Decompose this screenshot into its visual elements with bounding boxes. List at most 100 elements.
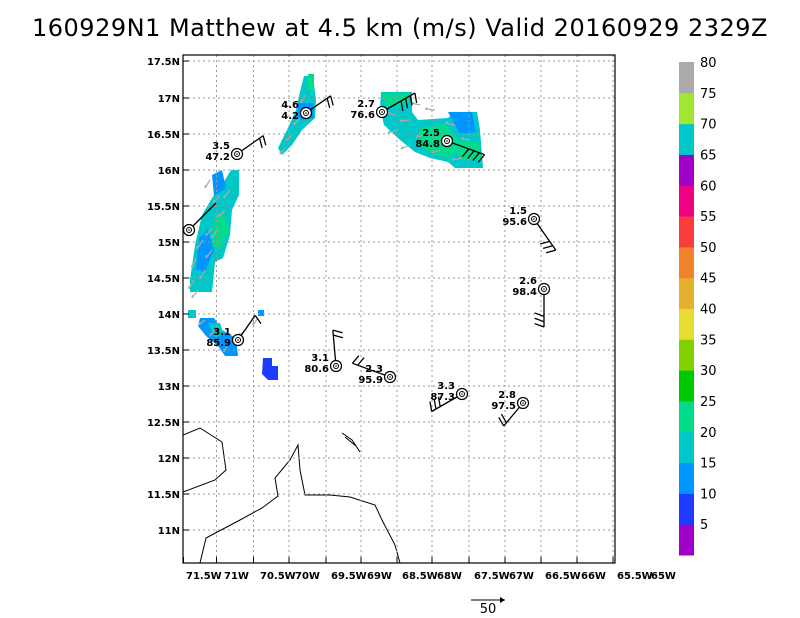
wind-barbs: [188, 92, 557, 427]
longitude-tick-labels: 71.5W 71W 70.5W 70W 69.5W 69W 68.5W 68W 67.5W 67W…: [186, 571, 676, 582]
obs-top-value: 2.3: [365, 364, 383, 375]
colorbar-label: 25: [700, 395, 717, 410]
lat-tick-label: 13N: [158, 382, 180, 393]
observation-point: 2.776.6: [350, 99, 389, 121]
colorbar-label: 40: [700, 303, 717, 318]
colorbar-label: 50: [700, 241, 717, 256]
lon-tick-label: 66.5W: [545, 571, 581, 582]
obs-top-value: 2.8: [498, 390, 516, 401]
observation-point: 2.584.8: [415, 128, 454, 150]
colorbar-label: 30: [700, 364, 717, 379]
colorbar-swatch: [679, 185, 694, 217]
colorbar-label: 65: [700, 148, 717, 163]
lat-tick-label: 17N: [158, 94, 180, 105]
lat-tick-label: 16.5N: [147, 130, 180, 141]
map-title: 160929N1 Matthew at 4.5 km (m/s) Valid 2…: [32, 14, 768, 42]
colorbar-swatch: [679, 92, 694, 125]
obs-bottom-value: 80.6: [304, 364, 329, 375]
obs-bottom-value: 87.3: [430, 392, 455, 403]
colorbar-swatch: [679, 400, 694, 433]
observation-point: 3.185.9: [206, 327, 245, 349]
observation-point: 3.547.2: [205, 141, 244, 163]
lat-tick-label: 16N: [158, 166, 180, 177]
observation-point: 2.897.5: [491, 390, 530, 412]
lat-tick-label: 14.5N: [147, 274, 180, 285]
colorbar-swatch: [679, 246, 694, 279]
colorbar-label: 80: [700, 56, 717, 71]
observation-point: 4.64.2: [281, 100, 313, 122]
obs-top-value: 2.7: [357, 99, 375, 110]
obs-top-value: 2.6: [519, 276, 537, 287]
lon-tick-label: 65W: [651, 571, 676, 582]
observation-point: 2.698.4: [512, 276, 551, 298]
observation-point: 2.395.9: [358, 364, 397, 386]
obs-bottom-value: 4.2: [281, 111, 299, 122]
obs-bottom-value: 97.5: [491, 401, 516, 412]
wind-vectors: [188, 94, 471, 353]
lat-tick-label: 14N: [158, 310, 180, 321]
lon-tick-label: 66W: [581, 571, 606, 582]
lat-tick-label: 13.5N: [147, 346, 180, 357]
observation-point: 1.595.6: [502, 206, 541, 228]
lon-tick-label: 71.5W: [186, 571, 222, 582]
obs-bottom-value: 47.2: [205, 152, 230, 163]
lon-tick-label: 70W: [295, 571, 320, 582]
obs-bottom-value: 85.9: [206, 338, 231, 349]
colorbar-swatch: [679, 62, 694, 94]
lon-tick-label: 67.5W: [474, 571, 510, 582]
colorbar-label: 60: [700, 179, 717, 194]
colorbar-swatch: [679, 370, 694, 402]
lat-tick-label: 11.5N: [147, 490, 180, 501]
obs-top-value: 3.1: [311, 353, 329, 364]
obs-top-value: 3.1: [213, 327, 231, 338]
colorbar-swatch: [679, 339, 694, 371]
colorbar-swatch: [679, 123, 694, 155]
obs-top-value: 3.3: [437, 381, 455, 392]
colorbar-label: 10: [700, 487, 717, 502]
colorbar-label: 75: [700, 87, 717, 102]
lat-tick-label: 12.5N: [147, 418, 180, 429]
colorbar-swatch: [679, 154, 694, 186]
wind-speed-shading: [188, 74, 483, 380]
colorbar-label: 15: [700, 457, 717, 472]
lon-tick-label: 69.5W: [331, 571, 367, 582]
lat-lon-grid: [183, 55, 615, 563]
obs-top-value: 4.6: [281, 100, 299, 111]
colorbar-swatch: [679, 216, 694, 248]
scale-arrow-label: 50: [480, 602, 497, 617]
obs-bottom-value: 95.9: [358, 375, 383, 386]
lat-tick-label: 11N: [158, 526, 180, 537]
observation-point: 3.180.6: [304, 353, 343, 375]
scale-arrow: [471, 597, 505, 603]
colorbar-swatch: [679, 493, 694, 525]
colorbar-swatch: [679, 524, 694, 556]
lon-tick-label: 69W: [367, 571, 392, 582]
lon-tick-label: 70.5W: [260, 571, 296, 582]
lat-tick-label: 15N: [158, 238, 180, 249]
colorbar-label: 55: [700, 210, 717, 225]
colorbar: 5 10 15 20 25 30 35 40 45 50 55 60 65 70 75 80: [679, 56, 717, 556]
map-frame: [182, 54, 616, 564]
obs-bottom-value: 95.6: [502, 217, 527, 228]
colorbar-swatch: [679, 277, 694, 309]
obs-top-value: 1.5: [509, 206, 527, 217]
colorbar-swatch: [679, 308, 694, 340]
observation-points: 4.64.2 2.776.6 3.547.2 2.584.8 1.595.6 2.698.…: [182, 99, 551, 412]
colorbar-label: 20: [700, 426, 717, 441]
lon-tick-label: 68.5W: [402, 571, 438, 582]
lon-tick-label: 65.5W: [617, 571, 653, 582]
latitude-tick-labels: 17.5N 17N 16.5N 16N 15.5N 15N 14.5N 14N 13.5N 13N…: [147, 57, 180, 537]
colorbar-swatch: [679, 431, 694, 464]
obs-bottom-value: 98.4: [512, 287, 537, 298]
lat-tick-label: 15.5N: [147, 202, 180, 213]
obs-bottom-value: 84.8: [415, 139, 440, 150]
colorbar-label: 35: [700, 333, 717, 348]
colorbar-label: 5: [700, 518, 708, 533]
obs-bottom-value: 76.6: [350, 110, 375, 121]
obs-top-value: 3.5: [212, 141, 230, 152]
observation-point: [182, 223, 196, 237]
lat-tick-label: 12N: [158, 454, 180, 465]
lat-tick-label: 17.5N: [147, 57, 180, 68]
colorbar-label: 45: [700, 272, 717, 287]
